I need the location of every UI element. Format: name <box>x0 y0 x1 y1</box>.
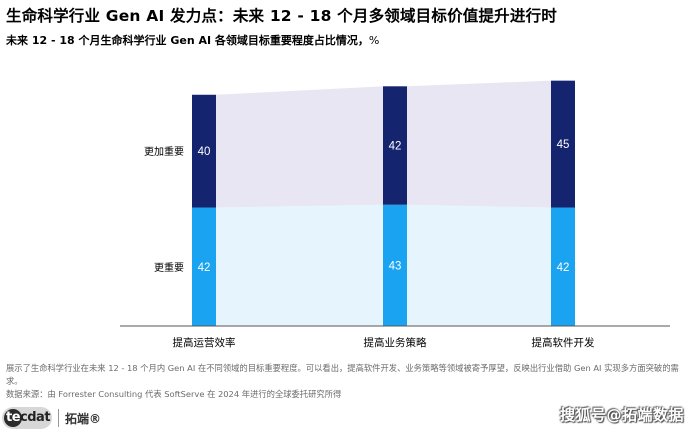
band-bottom-0 <box>216 204 383 326</box>
category-label-1: 提高业务策略 <box>364 336 427 349</box>
footer-notes: 展示了生命科学行业在未来 12 - 18 个月内 Gen AI 在不同领域的目标… <box>6 362 688 401</box>
source-text: 数据来源：由 Forrester Consulting 代表 SoftServe… <box>6 389 342 399</box>
data-label-top-2: 45 <box>557 139 570 151</box>
chart-subtitle: 未来 12 - 18 个月生命科学行业 Gen AI 各领域目标重要程度占比情况… <box>6 32 379 48</box>
bar-top-0 <box>192 94 216 208</box>
data-label-top-0: 40 <box>198 146 211 158</box>
logo-divider <box>58 409 59 427</box>
row-label-bottom: 更重要 <box>154 261 184 274</box>
category-label-2: 提高软件开发 <box>532 336 595 349</box>
data-label-bottom-0: 42 <box>198 262 211 274</box>
watermark: 搜狐号@拓端数据 <box>559 406 684 424</box>
data-label-bottom-2: 42 <box>557 262 570 274</box>
subtitle-text: 未来 12 - 18 个月生命科学行业 Gen AI 各领域目标重要程度占比情况… <box>6 34 369 47</box>
category-label-0: 提高运营效率 <box>173 336 236 349</box>
tecdat-logo-icon: tecdat <box>2 407 52 429</box>
bar-bottom-0 <box>192 207 216 326</box>
band-top-1 <box>407 80 551 208</box>
bar-top-1 <box>383 86 407 205</box>
chart-title: 生命科学行业 Gen AI 发力点：未来 12 - 18 个月多领域目标价值提升… <box>6 7 557 25</box>
unit-label: % <box>368 34 380 47</box>
data-label-bottom-1: 43 <box>389 260 402 272</box>
bar-top-2 <box>551 80 575 208</box>
footnote-text: 展示了生命科学行业在未来 12 - 18 个月内 Gen AI 在不同领域的目标… <box>6 363 679 386</box>
band-top-0 <box>216 86 383 208</box>
band-bottom-1 <box>407 204 551 326</box>
bar-bottom-2 <box>551 207 575 326</box>
row-label-top: 更加重要 <box>144 145 184 158</box>
brand-logo: tecdat 拓端® <box>2 406 101 430</box>
bar-bottom-1 <box>383 204 407 326</box>
data-label-top-1: 42 <box>389 141 402 153</box>
brand-name: 拓端® <box>65 411 102 426</box>
